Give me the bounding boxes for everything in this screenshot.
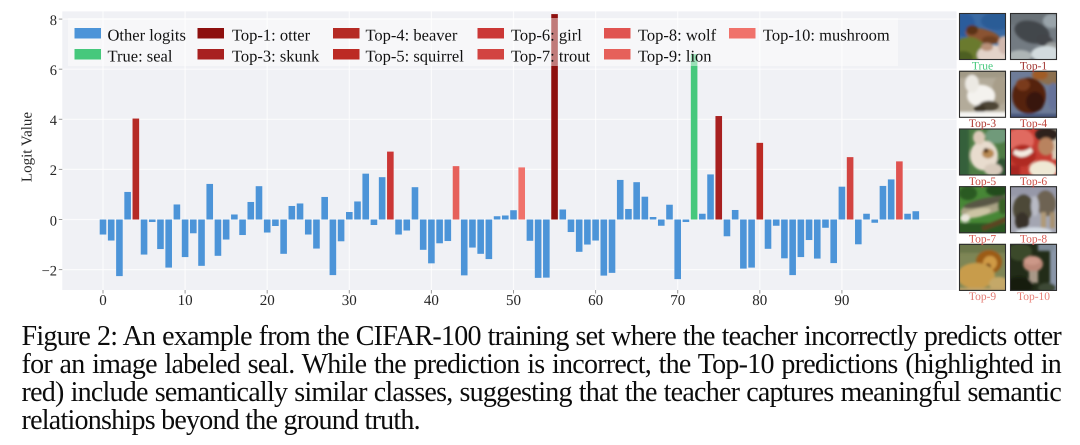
svg-text:40: 40: [424, 293, 439, 309]
svg-text:Top-5: squirrel: Top-5: squirrel: [366, 47, 465, 66]
svg-text:Top-4: beaver: Top-4: beaver: [366, 26, 458, 45]
svg-text:Top-4: Top-4: [1020, 118, 1048, 130]
svg-text:2: 2: [50, 163, 57, 179]
svg-text:0: 0: [50, 213, 57, 229]
svg-text:Top-7: trout: Top-7: trout: [511, 47, 590, 66]
svg-text:Top-9: lion: Top-9: lion: [638, 47, 712, 66]
svg-text:Top-3: Top-3: [969, 118, 997, 130]
svg-text:4: 4: [50, 113, 58, 129]
svg-text:10: 10: [178, 293, 193, 309]
svg-text:−2: −2: [42, 263, 57, 279]
svg-text:Top-1: otter: Top-1: otter: [232, 26, 311, 45]
svg-text:80: 80: [752, 293, 767, 309]
svg-text:Top-6: Top-6: [1020, 176, 1048, 188]
svg-text:Top-3: skunk: Top-3: skunk: [232, 47, 320, 66]
svg-text:Logit Value: Logit Value: [20, 112, 36, 182]
svg-text:True: seal: True: seal: [108, 47, 173, 66]
svg-text:Top-6: girl: Top-6: girl: [511, 26, 582, 45]
svg-text:0: 0: [99, 293, 107, 309]
svg-text:20: 20: [260, 293, 275, 309]
svg-text:Top-10: Top-10: [1017, 291, 1050, 303]
svg-text:70: 70: [670, 293, 685, 309]
svg-text:Other logits: Other logits: [108, 26, 186, 45]
svg-text:Top-5: Top-5: [969, 176, 997, 188]
svg-text:Top-7: Top-7: [969, 234, 997, 246]
svg-text:True: True: [972, 60, 993, 72]
svg-text:60: 60: [588, 293, 603, 309]
svg-text:Top-10: mushroom: Top-10: mushroom: [763, 26, 890, 45]
svg-text:Top-9: Top-9: [969, 291, 997, 303]
svg-text:Top-8: wolf: Top-8: wolf: [638, 26, 717, 45]
svg-text:Top-1: Top-1: [1020, 60, 1048, 72]
svg-text:8: 8: [50, 13, 57, 29]
svg-text:Top-8: Top-8: [1020, 234, 1048, 246]
svg-text:30: 30: [342, 293, 357, 309]
svg-text:50: 50: [506, 293, 521, 309]
svg-text:90: 90: [834, 293, 849, 309]
svg-text:6: 6: [50, 63, 57, 79]
